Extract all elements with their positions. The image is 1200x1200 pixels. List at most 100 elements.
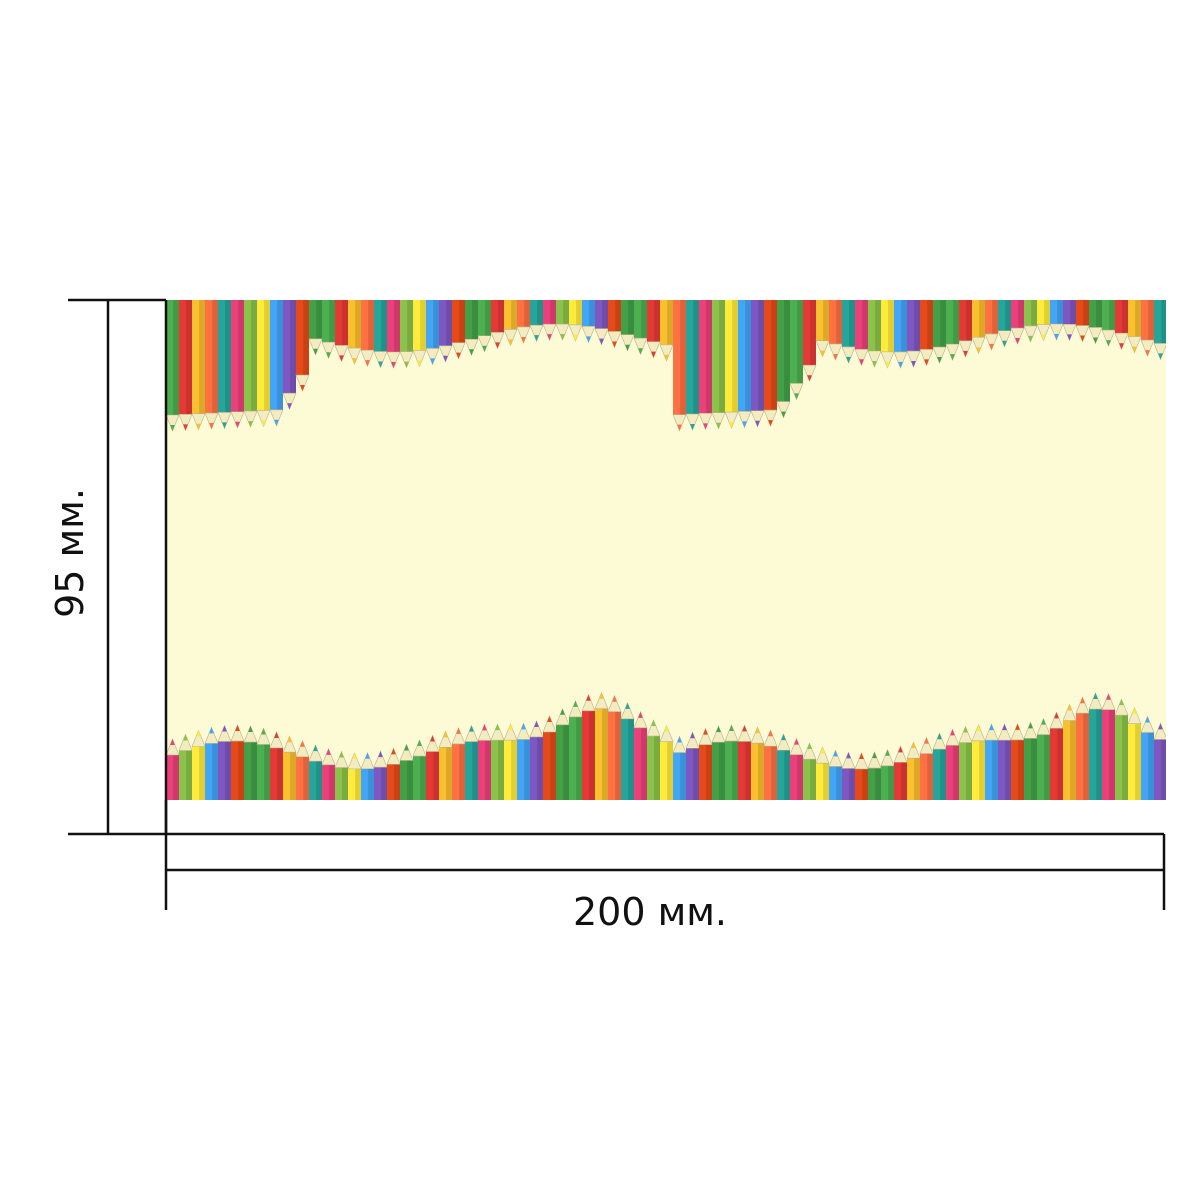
pencil-body [1063, 720, 1076, 800]
pencil-body [1089, 709, 1102, 800]
pencil-shade [381, 300, 387, 352]
pencil-body [881, 765, 894, 800]
pencil-shade [1161, 739, 1166, 800]
pencil-lead [729, 725, 734, 732]
pencil-body [1115, 300, 1128, 334]
pencil-body [1063, 300, 1076, 325]
pencil-shade [745, 741, 751, 800]
pencil-lead [1145, 350, 1150, 357]
pencil-tip [256, 727, 271, 745]
pencil-tip [321, 341, 336, 360]
pencil-body [1050, 728, 1063, 800]
pencil-body [998, 300, 1011, 331]
pencil-tip [737, 724, 752, 742]
pencil-lead [352, 358, 357, 365]
pencil-shade [966, 742, 972, 800]
pencil-shade [1083, 713, 1089, 800]
pencil-shade [823, 763, 829, 800]
pencil-tip [243, 410, 258, 428]
pencil-shade [225, 741, 231, 800]
pencil-lead [807, 743, 812, 750]
pencil-body [309, 761, 322, 800]
pencil-lead [573, 334, 578, 341]
pencil-body [413, 300, 426, 351]
pencil-lead [768, 730, 773, 737]
pencil-tip [620, 702, 635, 720]
pencil-body [660, 741, 673, 800]
pencil-tip [841, 751, 856, 769]
pencil-shade [706, 744, 712, 800]
pencil-shade [1070, 720, 1076, 800]
pencil-body [309, 300, 322, 339]
pencil-tip [659, 724, 674, 742]
pencil-lead [404, 361, 409, 368]
pencil-shade [732, 300, 738, 413]
pencil-tip [646, 719, 661, 737]
pencil-tip [945, 728, 960, 746]
pencil-lead [196, 423, 201, 430]
pencil-shade [485, 300, 491, 336]
pencil-body [1050, 300, 1063, 325]
pencil-tip [802, 364, 817, 382]
pencil-lead [1080, 335, 1085, 342]
pencil-tip [620, 334, 635, 352]
pencil-lead [690, 732, 695, 739]
pencil-shade [368, 300, 374, 351]
pencil-lead [326, 748, 331, 755]
pencil-lead [651, 720, 656, 727]
pencil-tip [997, 723, 1012, 741]
pencil-body [582, 300, 595, 327]
pencil-body [569, 300, 582, 325]
pencil-shade [1018, 739, 1024, 800]
pencil-tip [373, 750, 388, 768]
pencil-shade [355, 300, 361, 349]
pencil-lead [638, 348, 643, 355]
pencil-tip [204, 412, 219, 430]
pencil-body [218, 741, 231, 800]
pencil-tip [308, 744, 323, 762]
pencil-tip [932, 732, 947, 750]
pencil-body [387, 300, 400, 352]
pencil-lead [963, 350, 968, 357]
pencil-tip [555, 323, 570, 341]
pencil-lead [404, 744, 409, 751]
pencil-body [829, 300, 842, 344]
pencil-body [322, 764, 335, 800]
pencil-shade [1005, 740, 1011, 800]
pencil-body [751, 300, 764, 411]
pencil-body [465, 741, 478, 800]
pencil-lead [1067, 704, 1072, 711]
pencil-body [166, 300, 179, 415]
pencil-tip [477, 723, 492, 741]
pencil-shade [927, 753, 933, 800]
pencil-lead [1119, 343, 1124, 350]
pencil-tip [919, 349, 934, 367]
pencil-shade [407, 760, 413, 800]
top-pencil-border [166, 300, 1166, 432]
pencil-body [738, 741, 751, 800]
pencil-body [777, 750, 790, 800]
pencil-shade [940, 300, 946, 348]
pencil-shade [537, 736, 543, 800]
pencil-tip [1127, 336, 1142, 354]
pencil-body [959, 300, 972, 341]
pencil-lead [495, 724, 500, 731]
pencil-lead [833, 750, 838, 757]
pencil-body [647, 736, 660, 800]
pencil-tip [269, 731, 284, 749]
pencil-lead [534, 720, 539, 727]
pencil-lead [690, 424, 695, 430]
pencil-lead [378, 361, 383, 368]
pencil-body [374, 767, 387, 800]
pencil-shade [602, 708, 608, 800]
pencil-body [855, 768, 868, 800]
pencil-tip [763, 729, 778, 747]
pencil-lead [1158, 353, 1163, 360]
pencil-tip [1101, 692, 1116, 710]
pencil-shade [719, 300, 725, 413]
pencil-body [842, 768, 855, 800]
pencil-shade [576, 716, 582, 800]
pencil-tip [958, 340, 973, 358]
design-panel [166, 300, 1166, 800]
pencil-body [686, 748, 699, 800]
